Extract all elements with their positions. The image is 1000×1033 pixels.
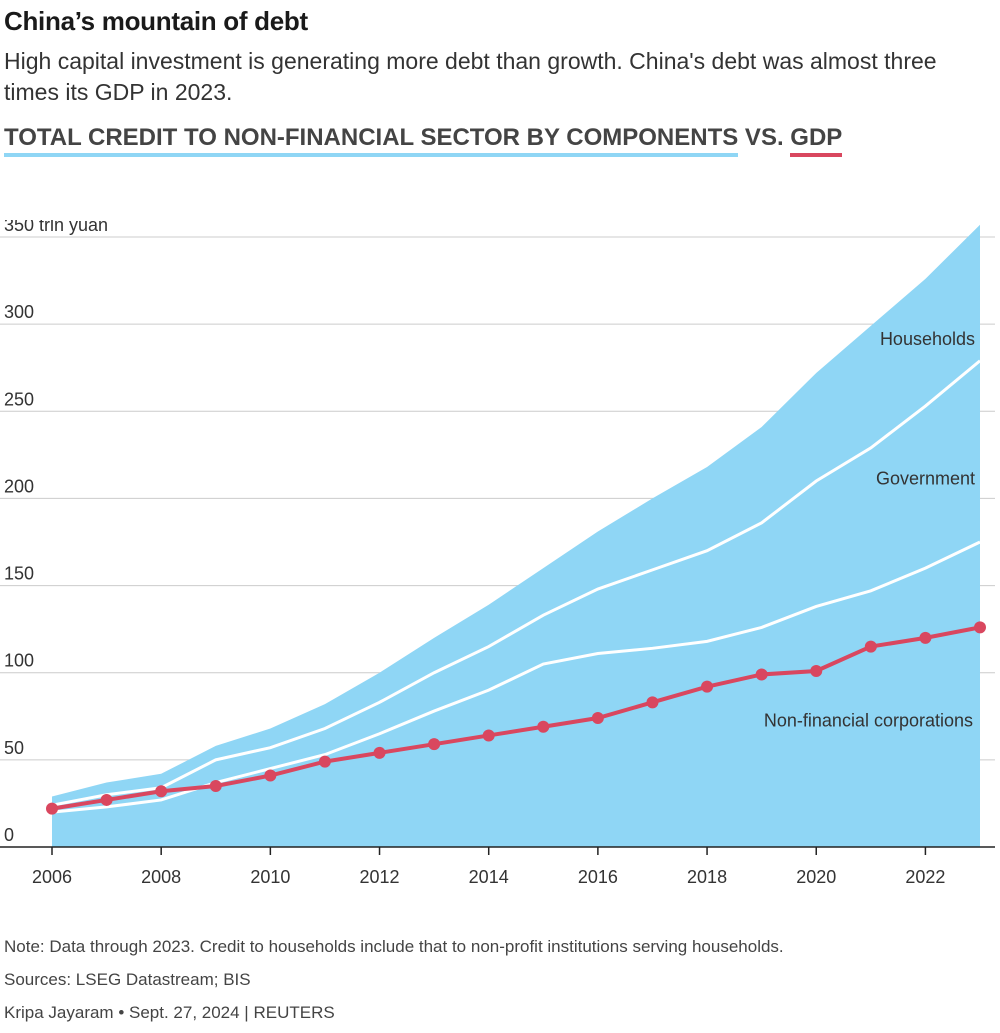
gdp-point <box>209 780 222 792</box>
x-tick-label: 2016 <box>578 867 618 887</box>
x-tick-label: 2006 <box>32 867 72 887</box>
y-tick-label: 200 <box>4 476 34 496</box>
gdp-line <box>51 625 981 811</box>
gdp-point <box>318 755 331 768</box>
x-tick-label: 2014 <box>469 867 509 887</box>
y-tick-label: 300 <box>4 302 34 322</box>
gdp-point <box>428 738 441 751</box>
gdp-point <box>482 729 495 742</box>
x-tick-label: 2018 <box>687 867 727 887</box>
chart-heading: TOTAL CREDIT TO NON-FINANCIAL SECTOR BY … <box>4 124 843 157</box>
gdp-point <box>591 712 604 725</box>
heading-gdp: GDP <box>790 124 843 157</box>
y-tick-label: 100 <box>4 651 34 671</box>
gdp-point <box>264 769 277 782</box>
gdp-point <box>810 664 823 677</box>
label-households: Households <box>880 329 975 349</box>
credit-area <box>52 224 980 848</box>
gdp-points <box>46 621 986 815</box>
gdp-point <box>537 720 550 733</box>
gdp-point <box>755 668 768 681</box>
footer-note: Note: Data through 2023. Credit to house… <box>4 937 784 956</box>
y-tick-label: 350 trln yuan <box>4 220 108 235</box>
label-government: Government <box>876 468 975 488</box>
x-tick-label: 2010 <box>250 867 290 887</box>
label-corporations: Non-financial corporations <box>764 711 973 731</box>
y-tick-label: 250 <box>4 389 34 409</box>
x-tick-label: 2008 <box>141 867 181 887</box>
x-axis-ticks: 2006 2008 2010 2012 2014 2016 2018 2020 2022 <box>32 847 945 887</box>
y-axis-ticks: 0 50 100 150 200 250 300 350 trln yuan <box>4 220 108 845</box>
heading-vs: VS. <box>738 124 791 151</box>
gdp-point <box>974 621 986 634</box>
x-tick-label: 2022 <box>905 867 945 887</box>
x-tick-label: 2020 <box>796 867 836 887</box>
footer: Note: Data through 2023. Credit to house… <box>4 934 784 1033</box>
y-tick-label: 50 <box>4 738 24 758</box>
government-divider-line <box>51 359 981 807</box>
footer-sources: Sources: LSEG Datastream; BIS <box>4 970 251 989</box>
y-tick-label: 0 <box>4 825 14 845</box>
gdp-point <box>46 802 58 815</box>
credit-vs-gdp-chart: 0 50 100 150 200 250 300 350 trln yuan 2006 2008… <box>0 220 995 887</box>
footer-byline: Kripa Jayaram • Sept. 27, 2024 | REUTERS <box>4 1003 335 1022</box>
gdp-point <box>864 640 877 653</box>
gdp-point <box>373 746 386 759</box>
x-tick-label: 2012 <box>360 867 400 887</box>
gdp-point <box>155 785 168 798</box>
gdp-point <box>701 680 714 693</box>
gdp-point <box>100 793 113 806</box>
chart-title: China’s mountain of debt <box>4 6 308 36</box>
y-tick-label: 150 <box>4 564 34 584</box>
heading-components: TOTAL CREDIT TO NON-FINANCIAL SECTOR BY … <box>4 124 739 157</box>
gridlines <box>0 236 995 761</box>
chart-subtitle: High capital investment is generating mo… <box>4 48 937 105</box>
gdp-point <box>646 696 659 709</box>
gdp-point <box>919 631 932 644</box>
